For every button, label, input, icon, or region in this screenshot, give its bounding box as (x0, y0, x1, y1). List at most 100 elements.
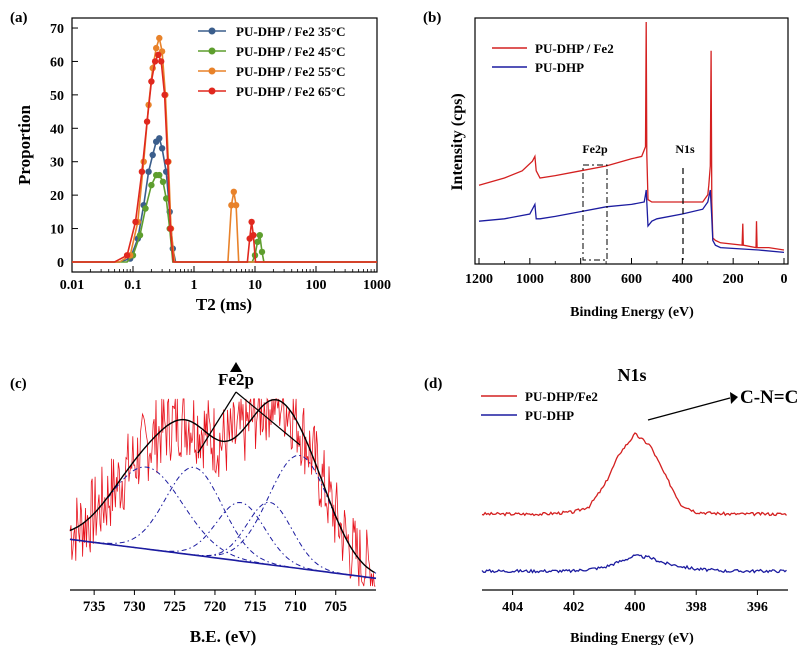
data-point-a-1 (163, 195, 170, 202)
data-point-a-3 (143, 118, 151, 125)
x-tick-label-c: 720 (204, 599, 227, 615)
data-point-a-2 (228, 202, 235, 209)
data-point-a-3 (167, 225, 174, 232)
legend-label-b: PU-DHP (535, 60, 584, 75)
axis-ticks-a: 0.01 0.1 1 10 100 1000 0 10 20 30 40 50 60 70 (50, 22, 391, 293)
legend-label-a: PU-DHP / Fe2 55°C (236, 64, 346, 79)
x-tick-label-b: 400 (672, 272, 693, 287)
x-axis-label-a: T2 (ms) (196, 295, 252, 314)
legend-label-a: PU-DHP / Fe2 45°C (236, 44, 346, 59)
x-axis-label-c: B.E. (eV) (190, 627, 257, 646)
data-point-a-1 (254, 238, 261, 246)
series-group-d (481, 432, 787, 574)
arrow-fe2p-right (235, 391, 301, 446)
data-point-a-1 (159, 178, 167, 185)
series-line-d-0 (481, 432, 787, 517)
y-tick-label-a: 40 (50, 122, 64, 137)
x-tick-label-a: 0.1 (124, 278, 142, 293)
data-point-a-1 (142, 205, 149, 212)
panel-label-d: (d) (424, 376, 442, 392)
arrowhead-cnc (730, 392, 738, 404)
x-tick-label-d: 398 (686, 600, 707, 615)
x-tick-label-b: 600 (621, 272, 642, 287)
x-tick-label-c: 710 (284, 599, 307, 615)
panel-c: (c) 735 730 725 720 715 710 705 B.E. (eV) Fe2p (10, 362, 377, 646)
data-point-a-3 (148, 78, 155, 85)
annotation-n1s-b: N1s (675, 142, 695, 156)
data-point-a-2 (230, 188, 237, 195)
x-tick-label-a: 0.01 (60, 278, 85, 293)
y-tick-label-a: 0 (57, 256, 64, 271)
x-axis-label-b: Binding Energy (eV) (570, 305, 694, 320)
x-tick-label-a: 1000 (363, 278, 391, 293)
x-tick-label-c: 730 (123, 599, 146, 615)
fit-component-c-4 (69, 454, 377, 574)
data-point-a-1 (256, 232, 263, 239)
data-point-a-0 (156, 135, 163, 142)
x-tick-label-d: 402 (563, 600, 584, 615)
y-tick-label-a: 30 (50, 156, 64, 171)
y-tick-label-a: 20 (50, 189, 64, 204)
data-point-a-0 (149, 151, 156, 159)
x-tick-label-a: 10 (248, 278, 262, 293)
series-line-b-0 (478, 21, 785, 251)
envelope-line-c (69, 398, 375, 574)
x-tick-label-b: 800 (570, 272, 591, 287)
series-line-a-0 (72, 136, 377, 263)
legend-marker-a (208, 67, 216, 75)
data-point-a-0 (145, 168, 152, 175)
chart-title-d: N1s (617, 365, 646, 385)
legend-label-a: PU-DHP / Fe2 35°C (236, 24, 346, 39)
data-point-a-3 (158, 58, 165, 65)
annotation-fe2p-b: Fe2p (582, 142, 608, 156)
data-point-a-1 (258, 248, 266, 256)
data-point-a-3 (164, 158, 171, 165)
legend-label-b: PU-DHP / Fe2 (535, 41, 614, 56)
data-point-a-3 (123, 252, 131, 259)
background-line-c (69, 538, 377, 580)
series-group-c (69, 397, 377, 587)
panel-label-a: (a) (10, 10, 28, 26)
data-point-a-2 (232, 202, 240, 209)
y-tick-label-a: 50 (50, 89, 64, 104)
x-tick-label-b: 200 (723, 272, 744, 287)
y-axis-label-b: Intensity (cps) (449, 93, 466, 190)
arrowhead-fe2p (230, 362, 242, 372)
legend-marker-a (208, 87, 216, 95)
x-axis-label-d: Binding Energy (eV) (570, 631, 694, 646)
panel-d: (d) N1s PU-DHP/Fe2 PU-DHP 404 402 400 398 396… (424, 365, 798, 646)
raw-data-line-c (69, 397, 376, 587)
data-point-a-1 (156, 171, 163, 179)
panel-label-c: (c) (10, 376, 27, 392)
data-point-a-1 (136, 232, 144, 239)
x-tick-label-b: 0 (781, 272, 788, 287)
y-tick-label-a: 70 (50, 22, 64, 37)
legend-label-d: PU-DHP/Fe2 (525, 389, 598, 404)
legend-label-a: PU-DHP / Fe2 65°C (236, 84, 346, 99)
legend-d: PU-DHP/Fe2 PU-DHP (481, 389, 598, 423)
legend-marker-a (208, 47, 216, 55)
y-tick-label-a: 10 (50, 223, 64, 238)
data-point-a-3 (138, 168, 146, 175)
data-point-a-3 (132, 218, 139, 226)
legend-label-d: PU-DHP (525, 408, 574, 423)
series-line-d-1 (481, 554, 787, 574)
panel-b: (b) 1200 1000 800 600 400 200 0 PU-DHP / Fe2PU… (423, 10, 789, 320)
x-tick-label-b: 1200 (465, 272, 493, 287)
fit-component-c-3 (69, 501, 377, 579)
panel-label-b: (b) (423, 10, 441, 26)
arrow-cnc-line (647, 397, 731, 421)
data-point-a-3 (250, 232, 257, 239)
x-tick-label-a: 1 (191, 278, 198, 293)
axis-ticks-c: 735 730 725 720 715 710 705 (83, 590, 347, 615)
data-point-a-1 (148, 181, 155, 189)
data-point-a-3 (161, 91, 168, 99)
x-tick-label-d: 400 (625, 600, 646, 615)
plot-frame-a (71, 17, 378, 273)
data-point-a-3 (155, 51, 162, 58)
annotation-cnc: C-N=C (740, 387, 798, 408)
plot-frame-b (474, 17, 789, 265)
fe2p-region-box (582, 164, 608, 261)
x-tick-label-d: 404 (502, 600, 523, 615)
